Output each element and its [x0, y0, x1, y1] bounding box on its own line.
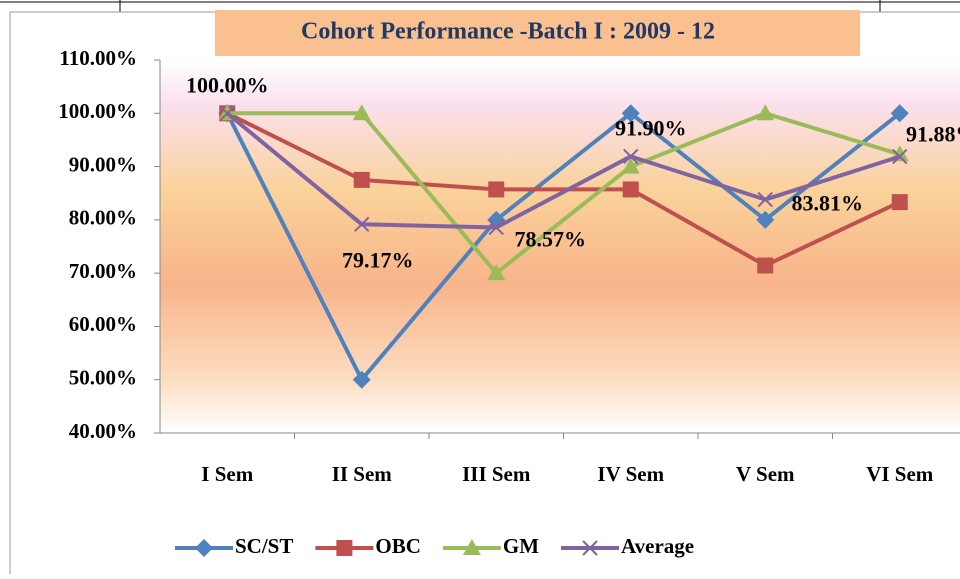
- data-point: [352, 104, 371, 121]
- y-tick-label: 80.00%: [69, 206, 137, 230]
- y-tick-label: 50.00%: [69, 366, 137, 390]
- legend-label: GM: [503, 534, 539, 558]
- legend-marker: [336, 540, 353, 556]
- data-label: 100.00%: [186, 72, 269, 97]
- data-point: [488, 219, 504, 236]
- data-label: 79.17%: [342, 247, 414, 272]
- legend-marker: [462, 539, 481, 555]
- y-tick-label: 70.00%: [69, 259, 137, 283]
- data-label: 83.81%: [792, 191, 864, 216]
- data-point: [757, 257, 774, 274]
- x-tick-label: IV Sem: [597, 462, 664, 486]
- x-tick-label: VI Sem: [866, 462, 934, 486]
- series-line: [227, 111, 901, 276]
- y-tick-label: 40.00%: [69, 419, 137, 443]
- y-tick-label: 100.00%: [58, 99, 137, 123]
- data-point: [890, 104, 909, 123]
- data-point: [219, 105, 235, 121]
- data-point: [488, 181, 505, 198]
- series-line: [226, 111, 901, 268]
- series-line: [225, 111, 901, 230]
- legend-label: OBC: [375, 534, 421, 558]
- data-point: [756, 210, 775, 229]
- legend-label: Average: [621, 534, 694, 558]
- data-label: 78.57%: [515, 227, 587, 252]
- x-tick-label: III Sem: [462, 462, 531, 486]
- y-tick-label: 110.00%: [59, 46, 137, 70]
- y-tick-label: 90.00%: [69, 152, 137, 176]
- legend-label: SC/ST: [235, 534, 293, 558]
- x-tick-label: V Sem: [736, 462, 795, 486]
- data-point: [621, 104, 640, 123]
- chart-title: Cohort Performance -Batch I : 2009 - 12: [301, 19, 715, 45]
- data-point: [623, 148, 639, 165]
- legend-marker: [195, 539, 213, 557]
- data-point: [756, 104, 775, 121]
- data-point: [757, 191, 773, 208]
- data-point: [891, 194, 908, 211]
- data-point: [352, 370, 371, 389]
- y-tick-label: 60.00%: [69, 312, 137, 336]
- data-point: [353, 171, 370, 188]
- title-box: [215, 10, 860, 56]
- data-point: [621, 157, 640, 174]
- series-line: [225, 111, 901, 382]
- x-tick-label: I Sem: [201, 462, 253, 486]
- legend-marker: [582, 540, 598, 556]
- data-point: [354, 216, 370, 232]
- data-point: [487, 264, 506, 281]
- x-tick-label: II Sem: [332, 462, 393, 486]
- data-label: 91.90%: [615, 115, 687, 140]
- data-label: 91.88%: [906, 122, 960, 147]
- data-point: [622, 181, 639, 198]
- data-point: [892, 148, 908, 165]
